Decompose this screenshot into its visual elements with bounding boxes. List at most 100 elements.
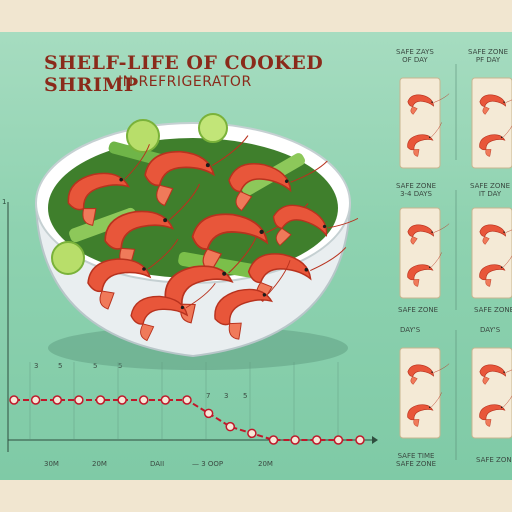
x-tick-label: 20M xyxy=(92,460,107,468)
timeline-point xyxy=(268,435,279,445)
shrimp-body xyxy=(130,295,189,325)
shrimp-eye xyxy=(428,136,431,139)
shrimp-tail xyxy=(413,149,420,157)
shrimp-antenna xyxy=(431,122,442,138)
paper-frame-bottom xyxy=(0,480,512,512)
shrimp-antenna xyxy=(505,363,512,373)
side-panel-label: SAFE ZONE xyxy=(476,456,512,464)
timeline-point xyxy=(139,395,149,405)
lime-slice xyxy=(51,241,85,275)
side-panel-label: SAFE ZONE IT DAY xyxy=(470,182,511,198)
shrimp-eye xyxy=(205,163,210,168)
side-panel-label: DAY'S xyxy=(400,326,421,334)
x-tick-label: 20M xyxy=(258,460,273,468)
shrimp-eye xyxy=(503,371,505,373)
timeline-point xyxy=(117,395,127,405)
shrimp-2 xyxy=(144,135,249,207)
timeline-point xyxy=(74,395,84,405)
side-panel-label: SAFE ZONE PF DAY xyxy=(468,48,509,64)
shrimp-1 xyxy=(67,144,150,226)
shrimp-antenna xyxy=(185,283,216,309)
shrimp-eye xyxy=(119,177,123,182)
shrimp-eye xyxy=(503,231,505,233)
shrimp-eye xyxy=(503,101,505,103)
shrimp-antenna xyxy=(505,223,512,233)
timeline-point xyxy=(9,395,19,405)
poster-title: SHELF-LIFE OF COOKED SHRIMP xyxy=(44,52,324,96)
shrimp-eye xyxy=(500,406,503,409)
shrimp-body xyxy=(407,404,434,421)
lime-slice xyxy=(126,119,160,153)
shrimp-tail xyxy=(482,106,490,115)
shrimp-body xyxy=(407,94,434,107)
shrimp-body xyxy=(479,134,506,151)
y-tick-label: 1 xyxy=(2,198,6,206)
shrimp-6 xyxy=(272,204,358,247)
timeline-line xyxy=(14,399,360,441)
side-panel-label: SAFE ZONE xyxy=(398,306,439,314)
timeline-point xyxy=(30,395,41,405)
shrimp-body xyxy=(479,404,506,421)
shrimp-panel-1-0-a xyxy=(407,223,450,245)
shrimp-panel-1-0-b xyxy=(407,252,442,287)
shrimp-body xyxy=(407,264,434,281)
shrimp-antenna xyxy=(433,223,450,233)
shrimp-panel-1-1-b xyxy=(479,252,512,287)
shrimp-eye xyxy=(142,267,146,271)
shrimp-body xyxy=(87,258,152,293)
panel-card xyxy=(399,77,441,169)
poster-subtitle: IN REFRIGERATOR xyxy=(118,74,252,90)
shrimp-antenna xyxy=(310,247,347,271)
shrimp-tail xyxy=(228,322,242,340)
shrimp-tail xyxy=(156,184,174,207)
top-tick-label: 7 xyxy=(206,392,210,400)
shrimp-10 xyxy=(130,283,216,342)
shrimp-antenna xyxy=(433,363,450,373)
shrimp-eye xyxy=(428,266,431,269)
shrimp-antenna xyxy=(433,93,450,103)
panel-card xyxy=(471,347,512,439)
shrimp-antenna xyxy=(503,252,512,268)
shrimp-eye xyxy=(428,406,431,409)
shrimp-eye xyxy=(163,218,168,223)
shrimp-tail xyxy=(413,419,420,427)
timeline-point xyxy=(160,395,171,405)
shrimp-body xyxy=(407,224,434,237)
shrimp-tail xyxy=(485,279,492,287)
shrimp-panel-2-1-b xyxy=(479,392,512,427)
shrimp-tail xyxy=(413,279,420,287)
top-tick-label: 5 xyxy=(93,362,97,370)
shrimp-eye xyxy=(431,231,433,233)
top-tick-label: 3 xyxy=(34,362,38,370)
timeline-point xyxy=(52,395,62,405)
shrimp-5 xyxy=(191,203,309,273)
shrimp-antenna xyxy=(327,214,358,229)
shrimp-body xyxy=(214,288,274,326)
shrimp-eye xyxy=(304,267,309,272)
shrimp-body xyxy=(407,364,434,377)
shrimp-body xyxy=(67,172,130,211)
panel-card xyxy=(399,207,441,299)
shrimp-antenna xyxy=(503,122,512,138)
shrimp-bowl-illustration xyxy=(34,113,358,370)
x-tick-label: — 3 OOP xyxy=(192,460,223,468)
shrimp-antenna xyxy=(211,135,249,167)
side-panel-label: DAY'S xyxy=(480,326,501,334)
shrimp-body xyxy=(479,364,506,377)
shrimp-antenna xyxy=(503,392,512,408)
shrimp-panel-2-1-a xyxy=(479,363,512,385)
shrimp-eye xyxy=(322,224,327,229)
shrimp-body xyxy=(479,264,506,281)
top-tick-label: 3 xyxy=(224,392,228,400)
shrimp-antenna xyxy=(267,260,291,295)
shrimp-eye xyxy=(431,371,433,373)
lime-slice xyxy=(198,113,228,143)
shrimp-eye xyxy=(180,305,185,310)
timeline-point xyxy=(182,395,192,405)
timeline-point xyxy=(95,395,106,405)
shrimp-tail xyxy=(99,290,115,310)
shrimp-antenna xyxy=(431,252,442,268)
shrimp-tail xyxy=(410,106,418,115)
shrimp-eye xyxy=(431,101,433,103)
